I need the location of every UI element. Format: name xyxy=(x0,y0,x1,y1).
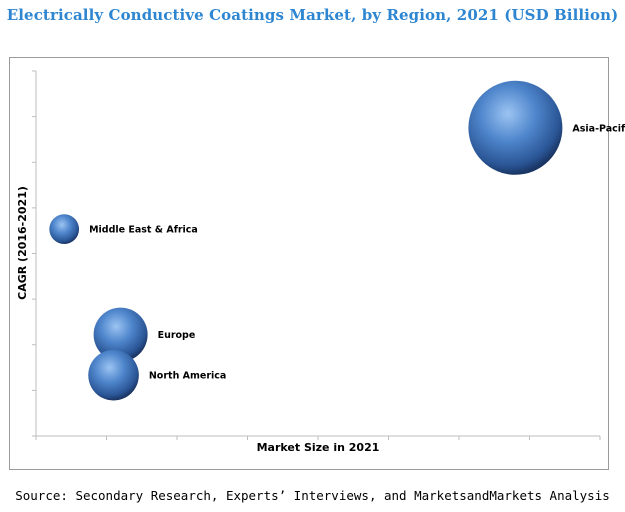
bubble-europe xyxy=(93,307,148,362)
chart-title: Electrically Conductive Coatings Market,… xyxy=(6,6,619,24)
source-note: Source: Secondary Research, Experts’ Int… xyxy=(15,488,610,503)
bubble-label-asia-pacific: Asia-Pacific xyxy=(572,123,625,134)
bubble-asia-pacific xyxy=(468,80,563,175)
bubble-label-north-america: North America xyxy=(149,371,226,382)
bubble-north-america xyxy=(88,349,139,401)
y-axis-label: CAGR (2016-2021) xyxy=(16,186,29,300)
bubble-label-middle-east-africa: Middle East & Africa xyxy=(89,225,198,236)
axis-ticks xyxy=(32,70,601,440)
x-axis-label: Market Size in 2021 xyxy=(257,441,380,454)
bubbles: Asia-Pacific Middle East & Africa Europe No… xyxy=(49,80,625,401)
bubble-label-europe: Europe xyxy=(158,330,196,341)
bubble-middle-east-africa xyxy=(49,214,80,245)
